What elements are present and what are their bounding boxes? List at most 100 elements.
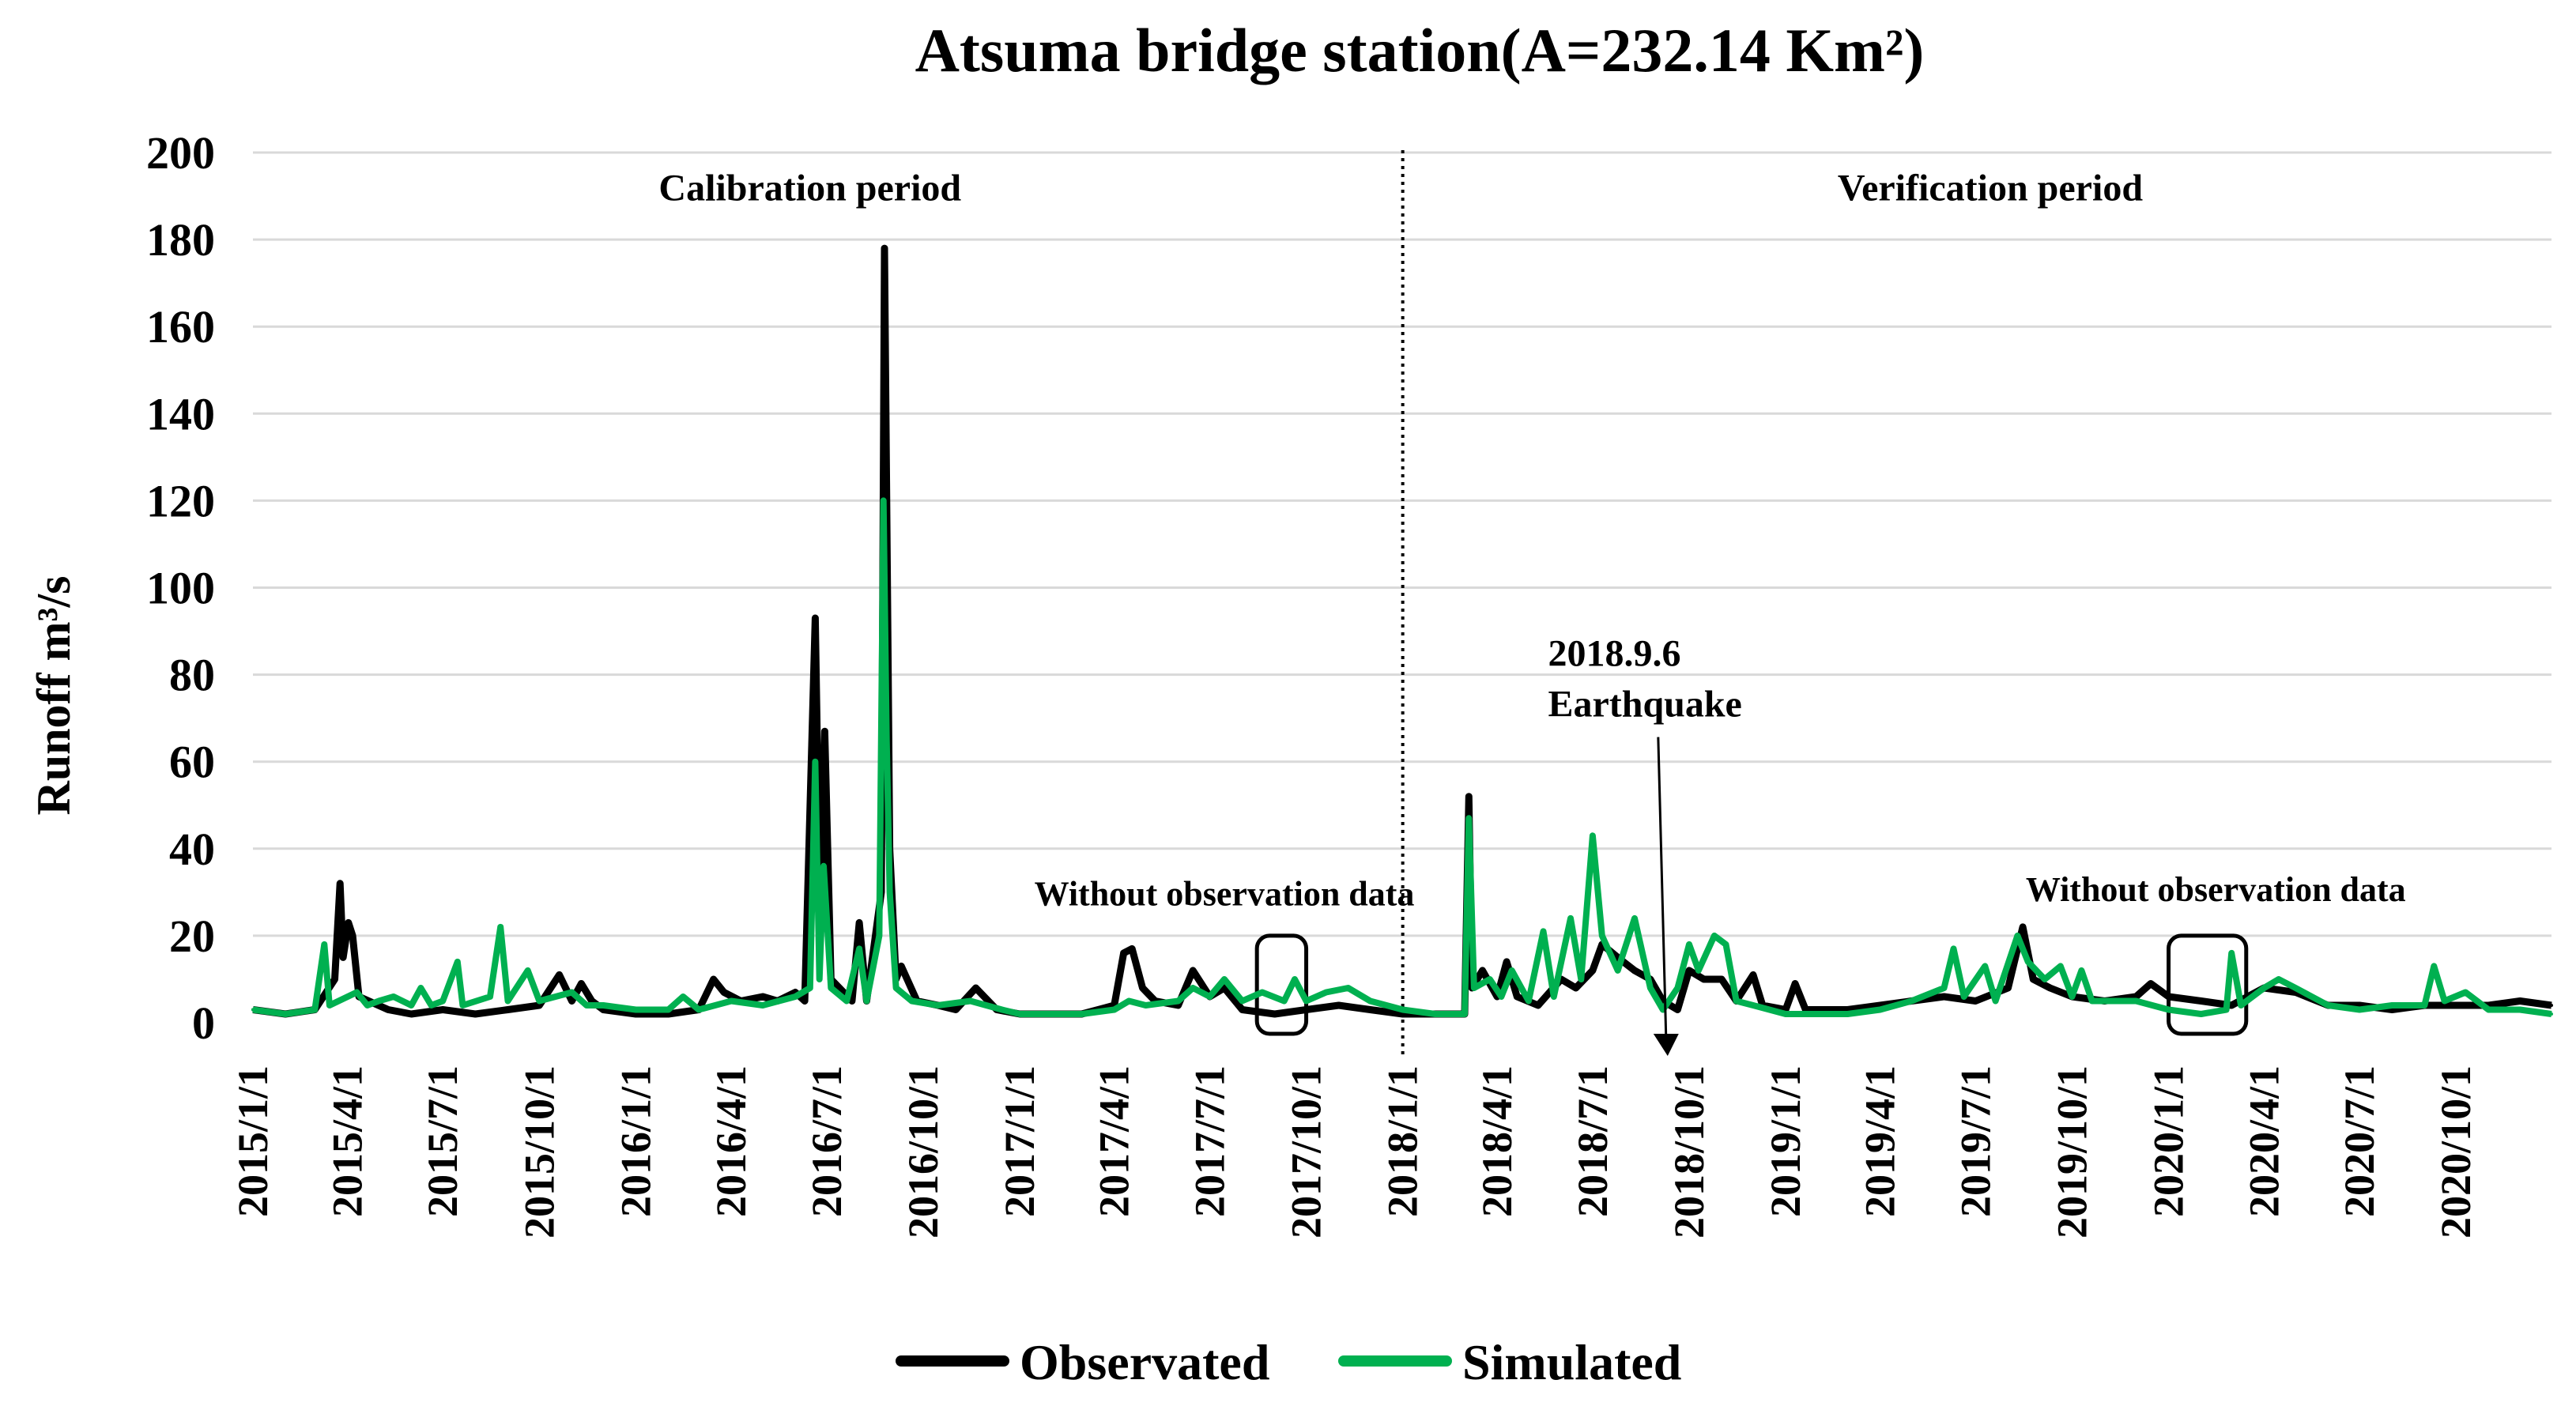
series-simulated-point (822, 864, 825, 868)
legend-simulated-label: Simulated (1462, 1334, 1681, 1390)
series-observated-point (2021, 925, 2025, 929)
x-tick-label: 2019/4/1 (1857, 1065, 1904, 1217)
series-observated-point (1633, 968, 1636, 972)
series-observated-point (506, 1008, 510, 1012)
series-observated-point (1191, 968, 1195, 972)
series-observated-point (2230, 1004, 2234, 1007)
series-simulated-point (1752, 1004, 1755, 1007)
series-simulated-point (1467, 816, 1471, 820)
earthquake-arrow (1657, 737, 1668, 1039)
series-simulated-point (881, 499, 885, 503)
series-observated-point (858, 921, 862, 925)
series-simulated-point (1962, 995, 1966, 998)
series-simulated-point (681, 995, 685, 998)
x-tick-label: 2017/10/1 (1283, 1065, 1330, 1238)
series-observated-point (1368, 1008, 1372, 1012)
x-tick-label: 2016/7/1 (803, 1065, 850, 1217)
series-simulated-point (1712, 933, 1716, 937)
series-observated-point (1176, 1004, 1180, 1007)
series-simulated-point (865, 999, 869, 1003)
series-observated-point (1804, 1008, 1808, 1012)
series-simulated-point (1293, 978, 1296, 981)
series-simulated-point (1661, 1008, 1665, 1012)
series-simulated-point (1080, 1012, 1084, 1016)
series-simulated-point (1878, 1008, 1882, 1012)
series-observated-point (1223, 986, 1226, 990)
x-tick-label: 2020/7/1 (2336, 1065, 2383, 1217)
series-simulated-point (845, 999, 849, 1003)
series-observated-point (387, 1008, 390, 1012)
series-observated-point (1401, 1012, 1405, 1016)
series-observated-point (1480, 968, 1484, 972)
x-tick-label: 2016/10/1 (900, 1065, 947, 1238)
series-simulated-point (884, 738, 888, 742)
series-observated-point (590, 999, 594, 1003)
series-observated-point (1702, 978, 1706, 981)
series-simulated-point (1223, 978, 1226, 981)
series-simulated-point (1401, 1008, 1405, 1012)
series-simulated-point (327, 1004, 331, 1007)
series-simulated-point (761, 1004, 764, 1007)
x-tick-label: 2018/7/1 (1569, 1065, 1616, 1217)
series-simulated-point (1648, 986, 1652, 990)
x-tick-label: 2020/4/1 (2240, 1065, 2287, 1217)
series-observated-point (351, 933, 355, 937)
x-tick-label: 2015/7/1 (419, 1065, 466, 1217)
series-simulated-point (409, 1004, 413, 1007)
x-tick-label: 2016/4/1 (707, 1065, 755, 1217)
series-simulated-point (461, 1004, 465, 1007)
series-observated-point (2134, 995, 2138, 998)
annotation-label: Without observation data (2026, 870, 2406, 909)
series-observated-point (1676, 1008, 1680, 1012)
series-simulated-point (2080, 968, 2084, 972)
series-simulated-point (284, 1012, 288, 1016)
series-observated-point (341, 956, 345, 959)
series-simulated-point (2026, 959, 2030, 963)
series-observated-point (1141, 986, 1145, 990)
series-observated-point (1273, 1012, 1277, 1016)
series-simulated-point (1541, 929, 1545, 933)
series-simulated-point (2390, 1004, 2394, 1007)
series-observated-point (602, 1008, 605, 1012)
series-observated-point (1878, 1004, 1882, 1007)
series-simulated-point (1260, 990, 1264, 994)
legend: Observated Simulated (896, 1334, 1681, 1390)
series-observated-point (557, 973, 561, 977)
series-simulated-point (2239, 1004, 2243, 1007)
series-simulated-point (429, 1004, 433, 1007)
y-tick-label: 80 (169, 650, 215, 701)
series-simulated-point (730, 999, 734, 1003)
series-simulated-point (570, 990, 574, 994)
series-simulated-point (2550, 1012, 2553, 1016)
chart-title: Atsuma bridge station(A=232.14 Km²) (915, 16, 1925, 85)
series-observated-point (1536, 1004, 1540, 1007)
series-observated-point (1467, 794, 1471, 798)
series-simulated-point (2230, 951, 2234, 955)
series-simulated-point (602, 1004, 605, 1007)
x-tick-label: 2020/10/1 (2432, 1065, 2480, 1238)
series-observated-point (2550, 1004, 2553, 1007)
x-tick-label: 2015/4/1 (323, 1065, 371, 1217)
series-observated-point (1720, 978, 1724, 981)
series-observated-point (2048, 986, 2052, 990)
earthquake-arrowhead (1653, 1034, 1679, 1056)
series-simulated-point (1127, 999, 1131, 1003)
series-observated-point (473, 1012, 477, 1016)
series-simulated-point (1942, 986, 1946, 990)
series-simulated-point (1144, 1004, 1148, 1007)
annotation-label: Calibration period (658, 168, 961, 209)
series-observated-point (1304, 1008, 1308, 1012)
y-axis-label: Runoff m³/s (28, 575, 80, 815)
annotation-label: Without observation data (1035, 874, 1415, 913)
series-simulated-point (2518, 1008, 2522, 1012)
series-simulated-point (355, 990, 359, 994)
annotation-label: Verification period (1838, 168, 2143, 209)
series-observated-point (2031, 978, 2035, 981)
series-observated-point (954, 1008, 958, 1012)
y-tick-label: 140 (146, 388, 215, 439)
series-observated-point (2454, 1004, 2458, 1007)
x-tick-label: 2019/10/1 (2048, 1065, 2095, 1238)
series-simulated-point (2070, 995, 2074, 998)
series-observated-point (1590, 968, 1594, 972)
series-simulated-point (506, 999, 510, 1003)
